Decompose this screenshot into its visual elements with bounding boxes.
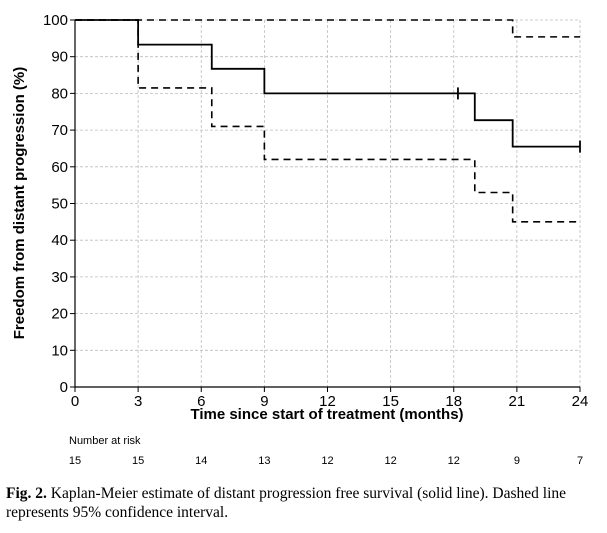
y-tick-label: 20: [51, 306, 68, 323]
y-tick-label: 90: [51, 49, 68, 66]
risk-count: 9: [514, 455, 520, 467]
x-axis-title: Time since start of treatment (months): [190, 406, 463, 423]
y-tick-label: 80: [51, 85, 68, 102]
x-ticks: 0 3 6 9 12 15 18 21 24: [71, 387, 589, 410]
x-tick-label: 9: [260, 393, 268, 410]
y-tick-label: 0: [60, 379, 68, 396]
x-tick-label: 6: [197, 393, 205, 410]
y-tick-label: 60: [51, 159, 68, 176]
y-tick-label: 40: [51, 232, 68, 249]
risk-table: 15 15 14 13 12 12 12 9 7: [69, 455, 583, 467]
risk-count: 13: [258, 455, 270, 467]
confidence-bound-curve-2: [75, 19, 580, 223]
survival-curve: [75, 19, 580, 148]
y-tick-label: 70: [51, 122, 68, 139]
x-tick-label: 3: [134, 393, 142, 410]
x-tick-label: 18: [445, 393, 462, 410]
y-tick-label: 50: [51, 196, 68, 213]
x-tick-label: 0: [71, 393, 79, 410]
x-tick-label: 21: [509, 393, 526, 410]
y-tick-label: 30: [51, 269, 68, 286]
x-tick-label: 24: [572, 393, 589, 410]
grid: [75, 19, 581, 387]
risk-count: 12: [321, 455, 333, 467]
caption-label: Fig. 2.: [6, 485, 47, 502]
figure-caption: Fig. 2. Kaplan-Meier estimate of distant…: [6, 484, 602, 522]
risk-count: 15: [69, 455, 81, 467]
caption-text: Kaplan-Meier estimate of distant progres…: [6, 485, 567, 521]
x-tick-label: 15: [382, 393, 399, 410]
confidence-bound-curve-1: [75, 19, 580, 38]
series-group: [75, 19, 581, 223]
x-tick-label: 12: [319, 393, 336, 410]
risk-count: 7: [577, 455, 583, 467]
y-tick-label: 100: [43, 12, 68, 29]
risk-count: 12: [385, 455, 397, 467]
y-ticks: 0 10 20 30 40 50 60 70 80 90 100: [43, 12, 75, 396]
y-tick-label: 10: [51, 342, 68, 359]
risk-count: 14: [195, 455, 207, 467]
y-axis-title: Freedom from distant progression (%): [11, 67, 28, 340]
risk-count: 15: [132, 455, 144, 467]
risk-count: 12: [448, 455, 460, 467]
risk-table-label: Number at risk: [69, 435, 141, 447]
